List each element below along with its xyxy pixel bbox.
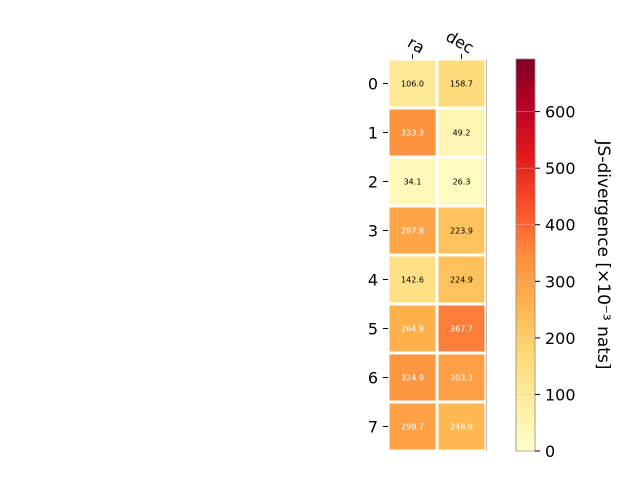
- row-tick-label: 7: [368, 418, 378, 437]
- row-tick-label: 5: [368, 320, 378, 339]
- heatmap-cell: [389, 354, 436, 401]
- heatmap-cell: [389, 305, 436, 352]
- heatmap-cell: [438, 109, 485, 156]
- row-tick-label: 3: [368, 222, 378, 241]
- cell-value-label: 224.9: [450, 276, 473, 285]
- cell-value-label: 49.2: [453, 129, 471, 138]
- colorbar-tick-label: 300: [545, 272, 576, 291]
- cell-value-label: 106.0: [401, 80, 424, 89]
- heatmap-cell: [438, 305, 485, 352]
- row-tick-label: 0: [368, 75, 378, 94]
- heatmap-cell: [438, 60, 485, 107]
- heatmap-cell: [389, 158, 436, 205]
- column-tick-label: dec: [443, 27, 477, 58]
- row-tick-label: 4: [368, 271, 378, 290]
- colorbar-tick-label: 400: [545, 216, 576, 235]
- colorbar-tick-label: 100: [545, 385, 576, 404]
- colorbar-tick-label: 0: [545, 442, 555, 461]
- cell-value-label: 333.3: [401, 129, 424, 138]
- heatmap-cell: [389, 403, 436, 450]
- colorbar-tick-label: 600: [545, 103, 576, 122]
- cell-value-label: 26.3: [453, 178, 471, 187]
- heatmap-cells: [389, 59, 487, 451]
- heatmap-cell: [389, 109, 436, 156]
- heatmap-cell: [438, 403, 485, 450]
- cell-value-label: 142.6: [401, 276, 424, 285]
- colorbar-title: JS-divergence [×10⁻³ nats]: [593, 140, 613, 370]
- cell-value-label: 324.9: [401, 374, 424, 383]
- cell-value-label: 248.9: [450, 423, 473, 432]
- cell-value-label: 367.7: [450, 325, 473, 334]
- heatmap-cell: [389, 256, 436, 303]
- colorbar-tick-label: 200: [545, 329, 576, 348]
- colorbar: 0 100 200 300 400 500 600 JS-divergence [×10⁻³ …: [515, 58, 613, 461]
- heatmap-cell: [389, 60, 436, 107]
- heatmap-cell: [438, 354, 485, 401]
- heatmap-cell: [438, 256, 485, 303]
- colorbar-gradient: [515, 58, 536, 452]
- row-tick-label: 6: [368, 369, 378, 388]
- cell-value-label: 299.7: [401, 423, 424, 432]
- cell-value-label: 264.9: [401, 325, 424, 334]
- cell-value-label: 158.7: [450, 80, 473, 89]
- row-tick-label: 1: [368, 124, 378, 143]
- cell-value-label: 34.1: [404, 178, 422, 187]
- heatmap-cell: [389, 207, 436, 254]
- colorbar-tick-label: 500: [545, 159, 576, 178]
- row-tick-label: 2: [368, 173, 378, 192]
- heatmap-cell: [438, 207, 485, 254]
- cell-value-label: 287.8: [401, 227, 424, 236]
- column-tick-label: ra: [404, 33, 428, 58]
- cell-value-label: 303.3: [450, 374, 473, 383]
- cell-value-label: 223.9: [450, 227, 473, 236]
- heatmap-cell: [438, 158, 485, 205]
